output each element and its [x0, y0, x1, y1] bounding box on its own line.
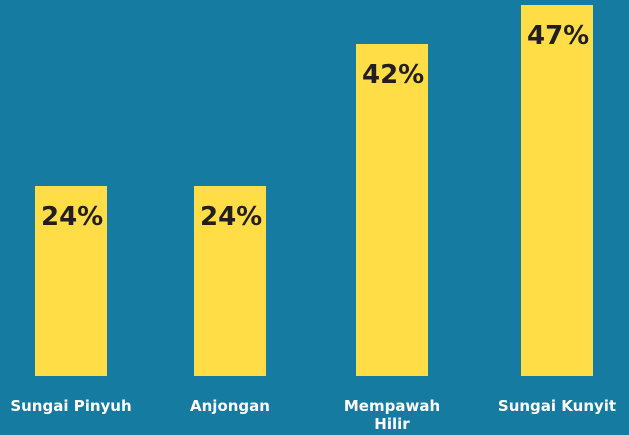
bar: [356, 44, 428, 376]
bar: [521, 4, 593, 376]
x-tick-label: Anjongan: [190, 397, 270, 415]
x-tick-label: Mempawah Hilir: [343, 397, 441, 433]
value-label: 24%: [41, 202, 104, 233]
value-label: 47%: [527, 20, 590, 51]
bar: [194, 186, 266, 376]
value-label: 24%: [200, 202, 263, 233]
bar: [35, 186, 107, 376]
x-tick-label: Sungai Kunyit: [497, 397, 617, 415]
value-label: 42%: [362, 60, 425, 91]
x-tick-label: Sungai Pinyuh: [10, 397, 132, 415]
